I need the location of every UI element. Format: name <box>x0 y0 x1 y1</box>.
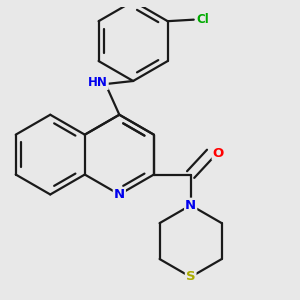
Text: N: N <box>114 188 125 201</box>
Text: O: O <box>213 147 224 160</box>
Text: S: S <box>186 271 196 284</box>
Text: N: N <box>185 199 196 212</box>
Text: Cl: Cl <box>196 13 209 26</box>
Text: HN: HN <box>88 76 108 89</box>
